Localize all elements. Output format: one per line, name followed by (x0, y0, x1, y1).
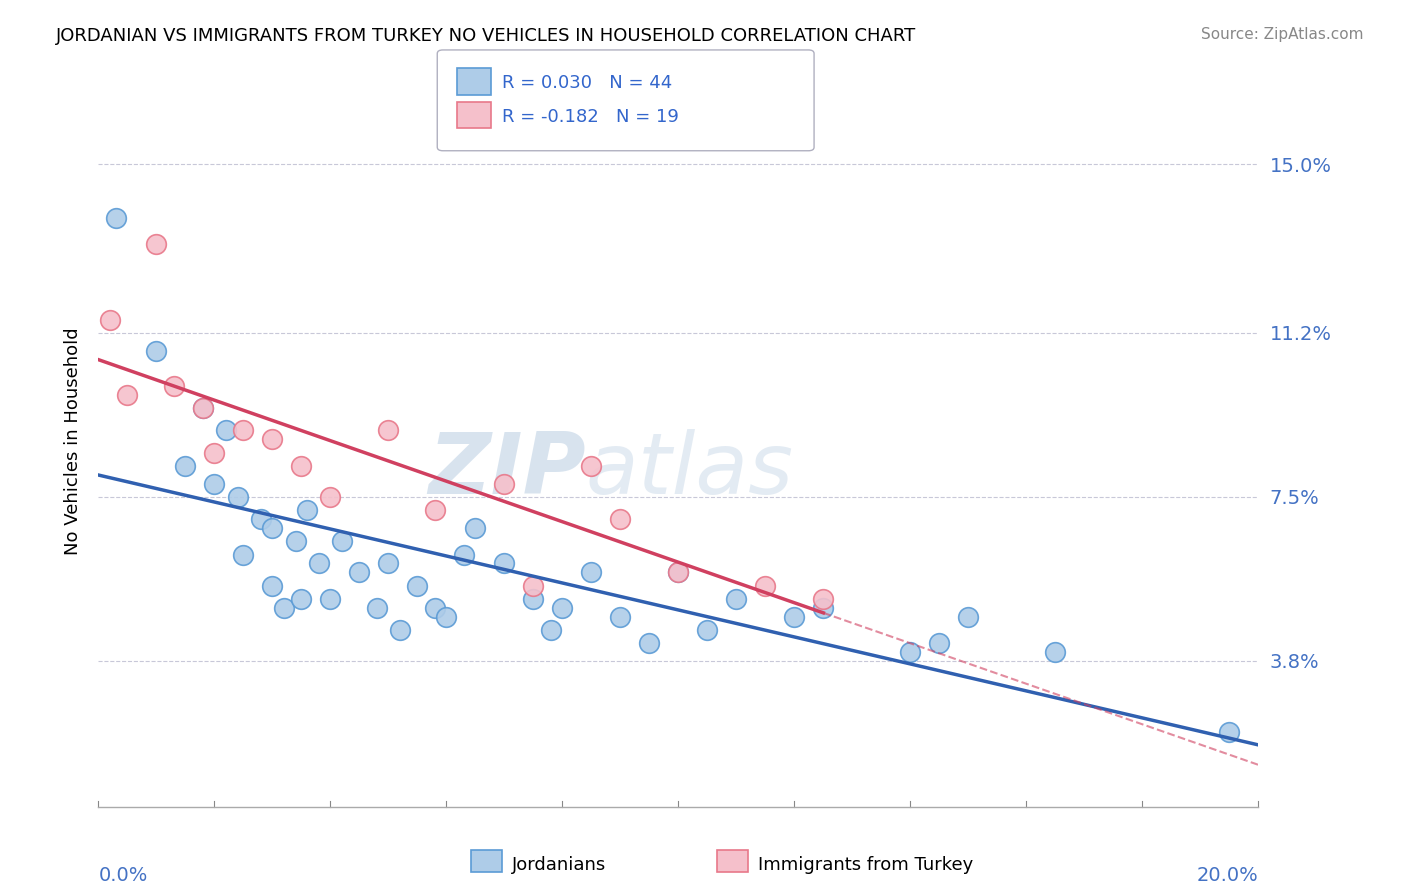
Point (813, 600, 835, 615)
Point (1045, 645, 1067, 659)
Point (174, 458, 197, 473)
Text: Immigrants from Turkey: Immigrants from Turkey (758, 856, 973, 874)
Point (319, 490, 342, 504)
Point (522, 579, 544, 593)
Text: 20.0%: 20.0% (1197, 866, 1258, 885)
Point (581, 458, 603, 473)
Point (250, 512, 273, 526)
Point (423, 503, 446, 517)
Point (666, 566, 689, 580)
Point (453, 548, 475, 562)
Point (609, 609, 631, 624)
Point (297, 503, 319, 517)
Point (290, 591, 312, 606)
Point (163, 379, 186, 393)
Point (104, 211, 127, 225)
Point (900, 645, 922, 659)
Point (522, 591, 544, 606)
Text: R = -0.182   N = 19: R = -0.182 N = 19 (502, 108, 679, 126)
Text: atlas: atlas (585, 429, 793, 512)
Point (377, 557, 399, 571)
Point (145, 343, 167, 358)
Point (215, 424, 238, 438)
Point (262, 433, 284, 447)
Point (204, 445, 226, 459)
Text: JORDANIAN VS IMMIGRANTS FROM TURKEY NO VEHICLES IN HOUSEHOLD CORRELATION CHART: JORDANIAN VS IMMIGRANTS FROM TURKEY NO V… (56, 27, 917, 45)
Point (284, 534, 307, 549)
Point (754, 579, 776, 593)
Point (928, 636, 950, 650)
Text: R = 0.030   N = 44: R = 0.030 N = 44 (502, 74, 672, 92)
Point (957, 609, 980, 624)
Text: ZIP: ZIP (427, 429, 585, 512)
Point (262, 521, 284, 535)
Point (145, 237, 167, 252)
Point (349, 566, 371, 580)
Point (117, 388, 139, 402)
Point (330, 534, 353, 549)
Point (783, 609, 806, 624)
Point (262, 579, 284, 593)
Text: 0.0%: 0.0% (98, 866, 148, 885)
Point (366, 600, 388, 615)
Point (226, 490, 249, 504)
Point (436, 609, 458, 624)
Point (696, 623, 718, 637)
Text: Source: ZipAtlas.com: Source: ZipAtlas.com (1201, 27, 1364, 42)
Point (204, 476, 226, 491)
Point (1218, 725, 1240, 739)
Point (423, 600, 446, 615)
Point (388, 623, 412, 637)
Point (191, 401, 214, 416)
Point (98, 312, 121, 326)
Point (725, 591, 748, 606)
Point (308, 557, 330, 571)
Point (813, 591, 835, 606)
Point (290, 458, 312, 473)
Point (494, 557, 516, 571)
Point (232, 424, 254, 438)
Point (666, 566, 689, 580)
Point (494, 476, 516, 491)
Point (581, 566, 603, 580)
Point (273, 600, 295, 615)
Point (464, 521, 486, 535)
Point (232, 548, 254, 562)
Point (638, 636, 661, 650)
Point (406, 579, 429, 593)
Point (191, 401, 214, 416)
Point (377, 424, 399, 438)
Point (540, 623, 562, 637)
Text: Jordanians: Jordanians (512, 856, 606, 874)
Y-axis label: No Vehicles in Household: No Vehicles in Household (63, 327, 82, 556)
Point (609, 512, 631, 526)
Point (319, 591, 342, 606)
Point (551, 600, 574, 615)
